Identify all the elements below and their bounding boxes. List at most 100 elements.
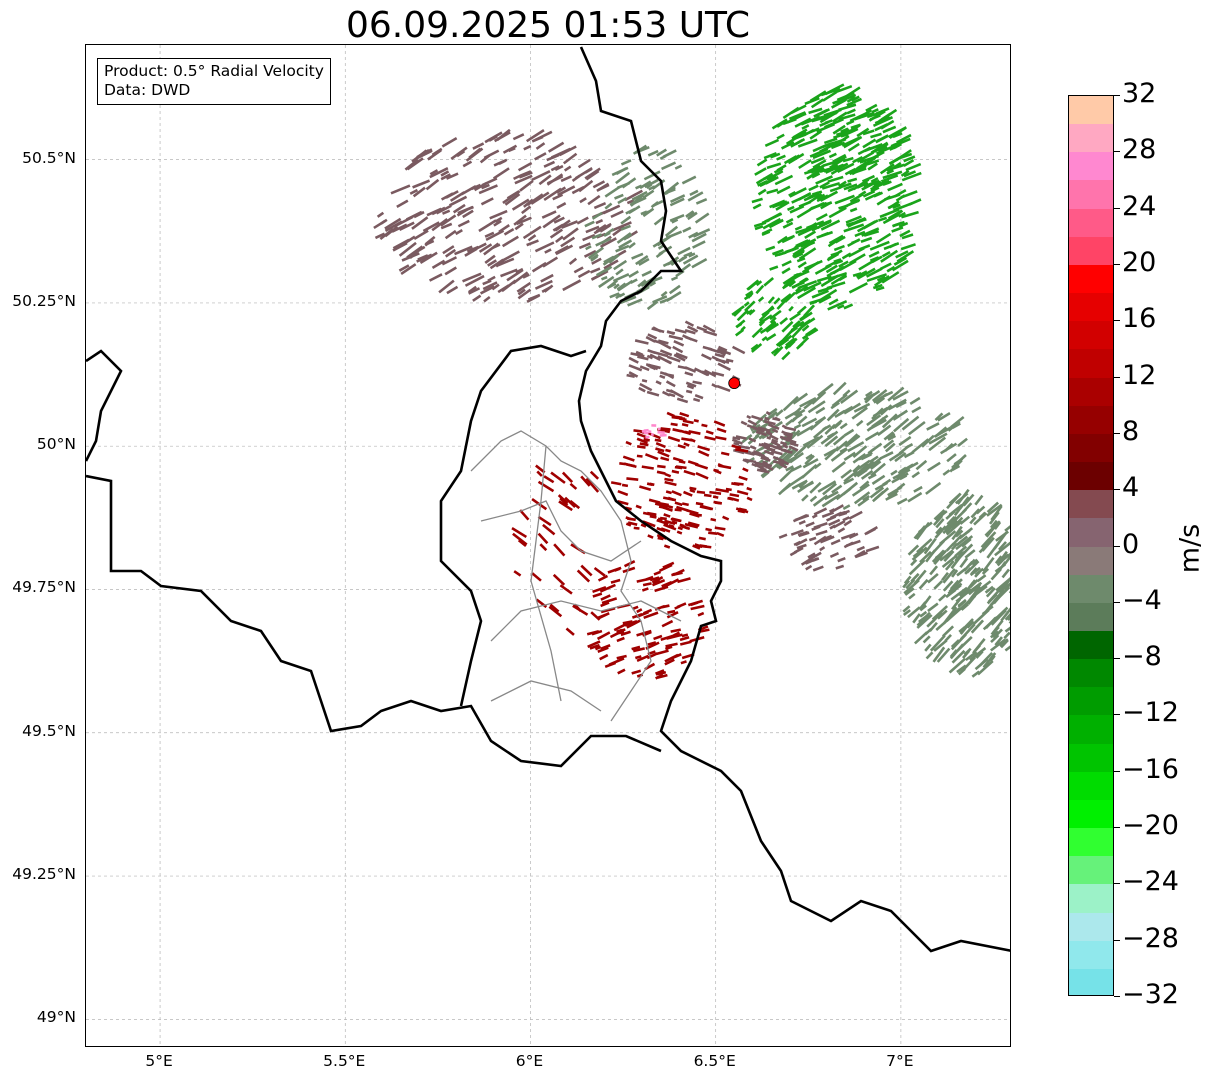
echo-stroke [701, 370, 710, 377]
echo-stroke [795, 239, 809, 248]
echo-stroke [735, 448, 749, 453]
echo-stroke [898, 435, 912, 447]
echo-stroke [908, 198, 922, 206]
echo-stroke [774, 251, 787, 258]
echo-stroke [924, 628, 933, 636]
map-area[interactable] [85, 44, 1011, 1047]
echo-stroke [635, 184, 643, 190]
echo-stroke [747, 419, 758, 427]
echo-stroke [406, 157, 424, 171]
echo-stroke [645, 183, 653, 190]
echo-stroke [948, 492, 962, 505]
echo-stroke [615, 244, 630, 253]
echo-stroke [595, 218, 604, 225]
echo-stroke [805, 564, 813, 571]
echo-stroke [684, 430, 692, 435]
echo-stroke [823, 163, 845, 173]
echo-stroke [919, 550, 932, 564]
echo-stroke [898, 211, 906, 218]
echo-stroke [862, 494, 870, 502]
echo-stroke [916, 538, 933, 554]
colorbar-tick-label: −12 [1122, 697, 1179, 729]
map-canvas [86, 45, 1010, 1046]
echo-stroke [667, 435, 681, 443]
echo-stroke [1000, 607, 1010, 622]
echo-stroke [842, 156, 854, 163]
echo-stroke [901, 171, 922, 182]
echo-stroke [481, 183, 490, 190]
echo-stroke [592, 592, 603, 598]
colorbar-segment [1069, 912, 1113, 941]
echo-stroke [813, 535, 827, 546]
echo-stroke [610, 481, 622, 486]
colorbar-tick [1114, 545, 1120, 547]
echo-stroke [776, 185, 791, 195]
echo-stroke [769, 199, 786, 209]
colorbar-tick [1114, 432, 1120, 434]
echo-stroke [957, 598, 967, 607]
echo-stroke [758, 320, 766, 327]
echo-stroke [674, 164, 683, 170]
echo-stroke [801, 463, 818, 479]
country-border-lu [439, 344, 587, 707]
echo-stroke [600, 601, 610, 608]
colorbar-tick-label: 0 [1122, 528, 1140, 560]
echo-stroke [678, 460, 686, 464]
echo-stroke [843, 477, 855, 485]
echo-stroke [893, 417, 910, 433]
echo-stroke [450, 146, 468, 161]
echo-stroke [671, 520, 678, 525]
echo-stroke [531, 572, 542, 582]
echo-stroke [959, 557, 969, 569]
echo-stroke [809, 495, 818, 503]
echo-stroke [673, 339, 685, 347]
echo-stroke [672, 428, 682, 433]
echo-stroke [982, 556, 995, 573]
echo-stroke [961, 502, 973, 514]
echo-stroke [631, 190, 648, 201]
echo-stroke [627, 298, 643, 307]
echo-stroke [943, 550, 955, 562]
echo-stroke [556, 202, 567, 210]
echo-stroke [500, 250, 520, 263]
echo-stroke [868, 250, 880, 258]
echo-stroke [860, 236, 873, 244]
echo-stroke [687, 599, 703, 607]
echo-stroke [646, 482, 653, 487]
echo-stroke [797, 415, 808, 425]
echo-stroke [635, 254, 649, 266]
echo-stroke [840, 468, 853, 479]
echo-stroke [641, 587, 649, 592]
echo-stroke [698, 450, 710, 457]
echo-stroke [702, 324, 716, 334]
echo-stroke [731, 444, 742, 450]
echo-stroke [615, 293, 622, 300]
echo-stroke [990, 634, 1000, 643]
echo-stroke [887, 489, 899, 500]
echo-stroke [637, 355, 649, 361]
echo-stroke [660, 527, 671, 533]
echo-stroke [565, 627, 575, 636]
echo-stroke [596, 631, 611, 641]
echo-stroke [976, 580, 992, 593]
echo-stroke [957, 437, 968, 447]
echo-stroke [735, 435, 747, 440]
echo-stroke [949, 643, 965, 660]
echo-cluster-ne-inbound [751, 83, 922, 311]
echo-stroke [809, 300, 817, 305]
echo-stroke [511, 527, 528, 539]
echo-stroke [860, 469, 874, 480]
echo-stroke [785, 465, 794, 472]
echo-stroke [480, 197, 494, 206]
echo-stroke [852, 272, 862, 278]
echo-stroke [665, 359, 673, 365]
echo-stroke [950, 639, 960, 648]
echo-stroke [754, 167, 767, 176]
echo-stroke [502, 144, 518, 154]
echo-stroke [835, 564, 845, 570]
echo-stroke [648, 498, 661, 504]
lat-tick-label: 50.25°N [12, 291, 76, 310]
echo-stroke [842, 504, 851, 511]
echo-stroke [879, 404, 893, 416]
echo-stroke [665, 388, 674, 394]
